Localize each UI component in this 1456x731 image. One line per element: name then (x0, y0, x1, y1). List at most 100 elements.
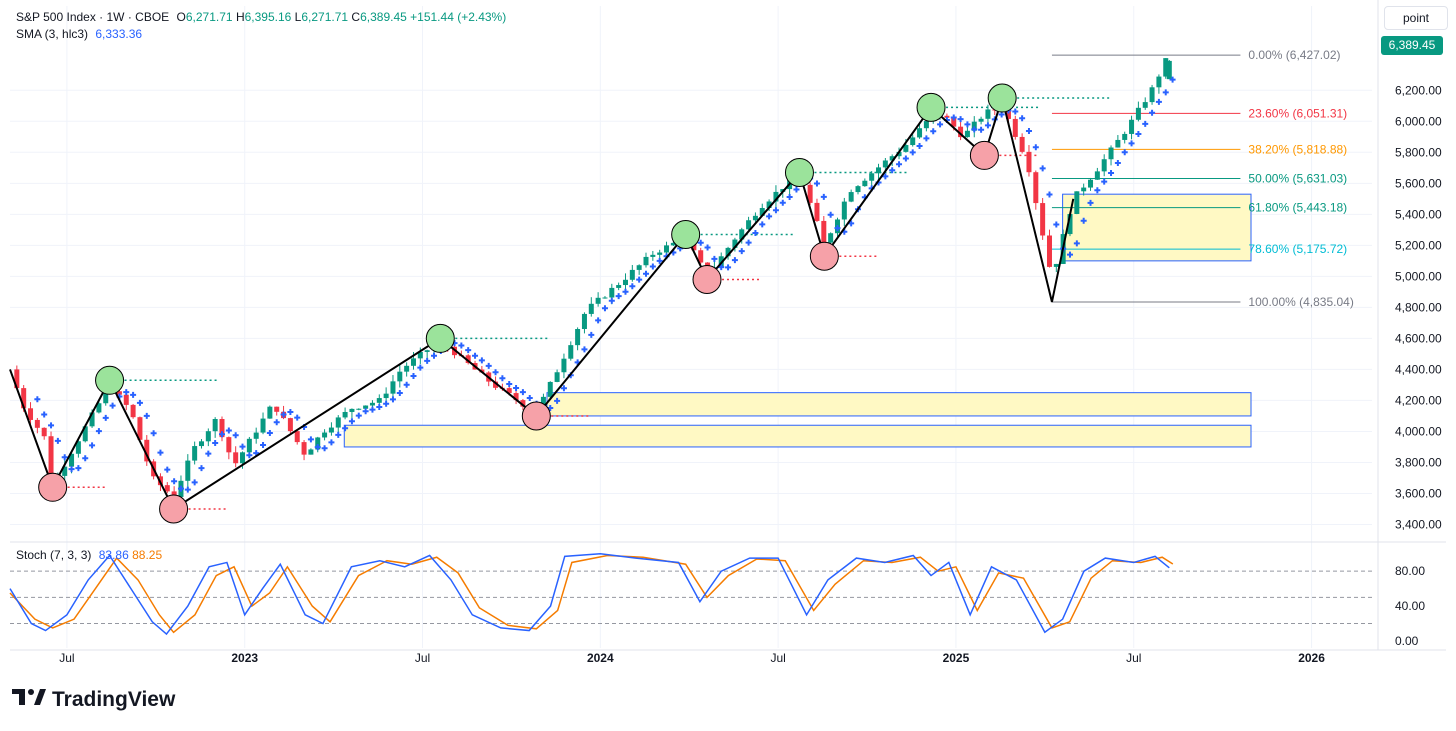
candle-body (253, 432, 259, 439)
time-tick-label: Jul (59, 651, 74, 665)
candle-body (896, 151, 902, 157)
sma-marker (89, 442, 96, 449)
sma-marker (273, 419, 280, 426)
sma-marker (1073, 240, 1080, 247)
sma-marker (198, 465, 205, 472)
candle-body (240, 452, 246, 464)
sma-marker (478, 357, 485, 364)
time-axis: Jul 2023 Jul 2024 Jul 2025 Jul 2026 (59, 651, 1325, 665)
sma-marker (902, 155, 909, 162)
sma-legend[interactable]: SMA (3, hlc3) 6,333.36 (16, 27, 142, 41)
candle-body (882, 160, 888, 168)
close-label: C (351, 10, 361, 24)
candle-body (664, 245, 670, 253)
sma-marker (82, 455, 89, 462)
sma-marker (772, 207, 779, 214)
candle-body (226, 437, 232, 453)
sma-marker (909, 149, 916, 156)
candle-body (951, 117, 957, 127)
sma-marker (177, 485, 184, 492)
price-tick-label: 3,600.00 (1395, 486, 1442, 500)
sma-marker (458, 342, 465, 349)
sma-marker (971, 126, 978, 133)
candle-body (670, 242, 676, 246)
candle-body (48, 436, 54, 477)
candle-body (1074, 191, 1080, 214)
fib-level-label: 61.80% (5,443.18) (1248, 201, 1347, 215)
sma-marker (260, 441, 267, 448)
candle-body (739, 229, 745, 240)
sma-marker (978, 126, 985, 133)
swing-low-marker (38, 472, 68, 502)
sma-marker (225, 427, 232, 434)
sma-marker (848, 220, 855, 227)
tradingview-brand[interactable]: TradingView (12, 688, 175, 712)
candle-body (547, 381, 553, 397)
sma-marker (718, 264, 725, 271)
candle-body (561, 358, 567, 373)
candle-body (260, 418, 266, 433)
candle-body (575, 329, 581, 346)
candle-body (889, 156, 895, 161)
candle-body (465, 355, 471, 364)
sma-marker (417, 364, 424, 371)
candle-body (725, 247, 731, 257)
sma-marker (314, 444, 321, 451)
stoch-legend[interactable]: Stoch (7, 3, 3) 83.86 88.25 (16, 548, 162, 562)
support-zone (343, 424, 1252, 448)
candle-body (219, 418, 225, 438)
open-label: O (176, 10, 186, 24)
candle-body (814, 202, 820, 221)
sma-marker (1142, 120, 1149, 127)
brand-name: TradingView (52, 688, 176, 711)
sma-marker (95, 428, 102, 435)
sma-marker (41, 411, 48, 418)
sma-marker (191, 479, 198, 486)
sma-marker (950, 114, 957, 121)
candle-body (732, 239, 738, 248)
candle-body (1046, 235, 1052, 267)
candle-body (267, 406, 273, 419)
candle-body (205, 431, 211, 442)
sma-marker (519, 389, 526, 396)
candle-body (397, 371, 403, 382)
candle-body (855, 186, 861, 193)
candle-body (506, 388, 512, 394)
fib-level-label: 38.20% (5,818.88) (1248, 142, 1347, 156)
candle-body (841, 201, 847, 220)
swing-circles (38, 83, 1017, 524)
candle-body (1094, 171, 1100, 180)
sma-marker (246, 452, 253, 459)
candle-body (554, 372, 560, 382)
candle-body (581, 313, 587, 330)
sma-marker (1025, 128, 1032, 135)
sma-marker (396, 389, 403, 396)
unit-button[interactable]: point (1384, 6, 1448, 30)
sma-marker (615, 293, 622, 300)
sma-marker (287, 409, 294, 416)
symbol-label[interactable]: S&P 500 Index · 1W · CBOE (16, 10, 170, 24)
sma-marker (827, 211, 834, 218)
candle-body (1156, 76, 1162, 88)
candle-body (1088, 179, 1094, 188)
candle-body (356, 408, 362, 410)
candle-body (171, 491, 177, 497)
candle-body (923, 121, 929, 129)
time-tick-label: Jul (1126, 651, 1141, 665)
candle-body (1142, 102, 1148, 108)
fib-level-label: 78.60% (5,175.72) (1248, 242, 1347, 256)
sma-marker (280, 411, 287, 418)
candle-body (192, 446, 198, 461)
candle-body (869, 173, 875, 181)
sma-markers (34, 76, 1176, 493)
candle-body (308, 449, 314, 455)
price-tick-label: 6,000.00 (1395, 114, 1442, 128)
sma-marker (656, 257, 663, 264)
sma-marker (738, 248, 745, 255)
candle-body (958, 126, 964, 138)
sma-marker (499, 375, 506, 382)
sma-marker (889, 167, 896, 174)
candle-body (876, 167, 882, 174)
sma-marker (820, 193, 827, 200)
